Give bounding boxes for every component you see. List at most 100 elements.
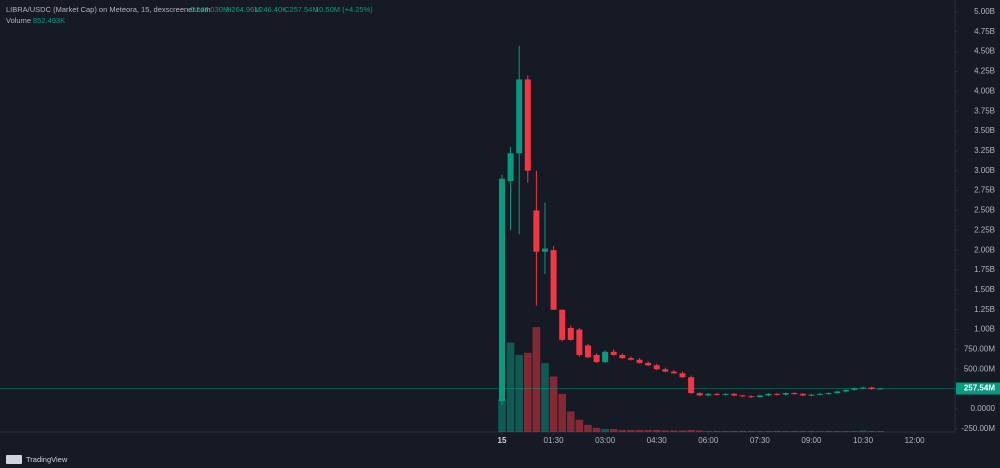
y-tick-label: 5.00B [974, 7, 995, 16]
candle-body [584, 345, 591, 358]
volume-bar [781, 430, 790, 432]
y-tick-label: 2.75B [974, 186, 995, 195]
y-tick-label: 2.00B [974, 245, 995, 254]
volume-bar [609, 428, 618, 432]
volume-bar [661, 430, 670, 432]
candle-body [619, 354, 626, 359]
volume-bar [747, 430, 756, 432]
candle-body [731, 393, 738, 396]
volume-bar [652, 429, 661, 432]
volume-bar [756, 430, 764, 432]
header-low: L246.40K [255, 5, 287, 14]
y-tick-label: 4.50B [974, 47, 995, 56]
volume-bar [816, 430, 824, 432]
volume-bar [867, 430, 876, 432]
candle-body [533, 210, 540, 252]
candle-body [559, 309, 566, 340]
header-change: 10.50M (+4.25%) [315, 5, 373, 14]
volume-bar [644, 429, 652, 432]
candle-body [550, 250, 557, 310]
volume-bar [764, 430, 773, 432]
header-title: LIBRA/USDC (Market Cap) on Meteora, 15, … [6, 5, 211, 14]
candle-body [834, 391, 841, 394]
volume-bar [859, 430, 867, 432]
header-high: H264.96M [226, 5, 261, 14]
volume-bar [824, 430, 833, 432]
candle-body [662, 369, 669, 372]
y-tick-label: 750.00M [964, 345, 995, 354]
candle-body [627, 358, 634, 360]
candle-body [541, 248, 548, 252]
candle-body [791, 393, 798, 395]
volume-bar [799, 430, 807, 432]
volume-bar [506, 342, 515, 432]
candle-body [722, 393, 729, 395]
candle-body [799, 393, 806, 396]
volume-bar [670, 430, 678, 432]
candle-body [842, 389, 849, 392]
x-tick-label: 06:00 [698, 436, 719, 445]
y-tick-label: 4.75B [974, 27, 995, 36]
last-price-label: 257.54M [964, 384, 995, 393]
candle-body [576, 329, 583, 355]
y-tick-label: 0.0000 [971, 404, 996, 413]
volume-label: Volume [6, 16, 31, 25]
candle-body [860, 387, 867, 389]
y-tick-label: 2.25B [974, 225, 995, 234]
candle-body [696, 393, 703, 396]
volume-bar [523, 352, 532, 432]
candle-body [602, 351, 609, 363]
volume-bar [842, 430, 850, 432]
y-tick-label: 1.25B [974, 305, 995, 314]
x-tick-label: 03:00 [595, 436, 616, 445]
brand: TradingView [26, 455, 68, 464]
volume-bar [790, 430, 799, 432]
candle-body [765, 393, 772, 396]
y-tick-label: 3.25B [974, 146, 995, 155]
volume-bar [721, 430, 730, 432]
y-tick-label: 3.00B [974, 166, 995, 175]
volume-bar [833, 430, 842, 432]
y-tick-label: 3.50B [974, 126, 995, 135]
volume-bar [635, 429, 644, 432]
y-tick-label: 1.75B [974, 265, 995, 274]
x-tick-label: 15 [498, 436, 507, 445]
volume-value: 852.493K [33, 16, 65, 25]
candle-body [567, 327, 574, 340]
candle-body [516, 79, 523, 154]
y-tick-label: 2.50B [974, 206, 995, 215]
header-close: C257.54M [284, 5, 319, 14]
volume-bar [713, 430, 721, 432]
candle-body [679, 373, 686, 378]
candle-body [653, 365, 660, 370]
candle-body [670, 371, 677, 374]
volume-bar [876, 430, 885, 432]
candle-body [645, 362, 652, 366]
volume-bar [566, 411, 575, 432]
candle-body [825, 393, 832, 395]
candle-body [610, 351, 617, 355]
volume-bar [687, 429, 695, 432]
last-price-box [956, 382, 1000, 395]
candle-body [705, 393, 712, 396]
x-tick-label: 10:30 [853, 436, 874, 445]
candle-body [593, 354, 600, 363]
volume-bar [532, 327, 541, 432]
volume-bar [730, 430, 738, 432]
y-tick-label: 1.00B [974, 325, 995, 334]
volume-bar [627, 429, 635, 432]
volume-bar [773, 430, 781, 432]
volume-bar [515, 354, 523, 432]
volume-bar [850, 430, 859, 432]
candle-body [868, 387, 875, 390]
x-tick-label: 04:30 [647, 436, 668, 445]
volume-bar [549, 376, 558, 432]
volume-bar [592, 427, 601, 432]
candle-body [507, 153, 514, 182]
volume-bar [678, 430, 687, 432]
header-open: O247.030M [190, 5, 229, 14]
volume-bar [541, 363, 549, 432]
volume-bar [618, 429, 627, 432]
candle-body [782, 393, 789, 395]
